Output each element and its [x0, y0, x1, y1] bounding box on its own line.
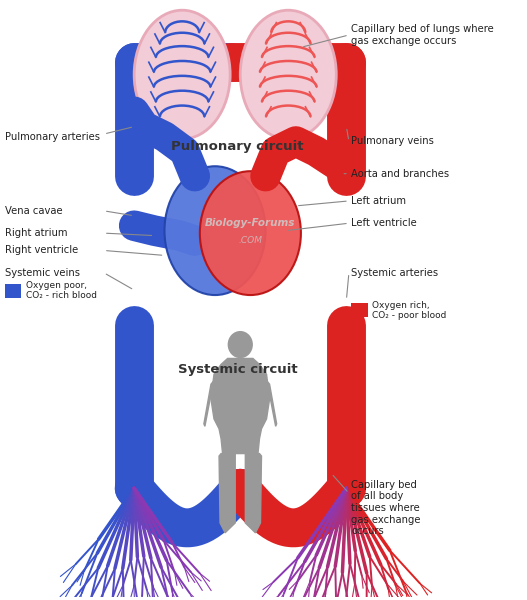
Ellipse shape — [200, 171, 301, 295]
Text: Aorta and branches: Aorta and branches — [352, 169, 450, 179]
Text: Oxygen rich,
CO₂ - poor blood: Oxygen rich, CO₂ - poor blood — [372, 301, 446, 320]
Polygon shape — [259, 374, 277, 427]
Polygon shape — [211, 358, 270, 454]
Text: Left ventricle: Left ventricle — [352, 218, 417, 228]
Text: Capillary bed
of all body
tissues where
gas exchange
occurs: Capillary bed of all body tissues where … — [352, 480, 421, 536]
Ellipse shape — [134, 10, 230, 139]
Text: Systemic veins: Systemic veins — [5, 268, 80, 278]
Polygon shape — [204, 374, 221, 427]
Text: Vena cavae: Vena cavae — [5, 206, 63, 216]
Text: Oxygen poor,
CO₂ - rich blood: Oxygen poor, CO₂ - rich blood — [25, 281, 96, 300]
Ellipse shape — [164, 166, 266, 295]
Text: Pulmonary veins: Pulmonary veins — [352, 136, 434, 146]
Text: Pulmonary circuit: Pulmonary circuit — [171, 140, 304, 153]
Polygon shape — [246, 454, 261, 533]
Text: Pulmonary arteries: Pulmonary arteries — [5, 131, 100, 142]
Text: Right atrium: Right atrium — [5, 228, 68, 238]
Ellipse shape — [240, 10, 336, 139]
Text: Systemic circuit: Systemic circuit — [178, 363, 298, 376]
FancyBboxPatch shape — [352, 304, 368, 317]
Polygon shape — [219, 454, 235, 533]
Ellipse shape — [228, 331, 253, 358]
Text: Biology-Forums: Biology-Forums — [205, 218, 296, 228]
Text: .COM: .COM — [238, 236, 262, 245]
FancyBboxPatch shape — [5, 284, 22, 298]
Text: Systemic arteries: Systemic arteries — [352, 268, 438, 278]
Text: Capillary bed of lungs where
gas exchange occurs: Capillary bed of lungs where gas exchang… — [352, 24, 494, 46]
Text: Left atrium: Left atrium — [352, 196, 406, 206]
Text: Right ventricle: Right ventricle — [5, 245, 79, 256]
